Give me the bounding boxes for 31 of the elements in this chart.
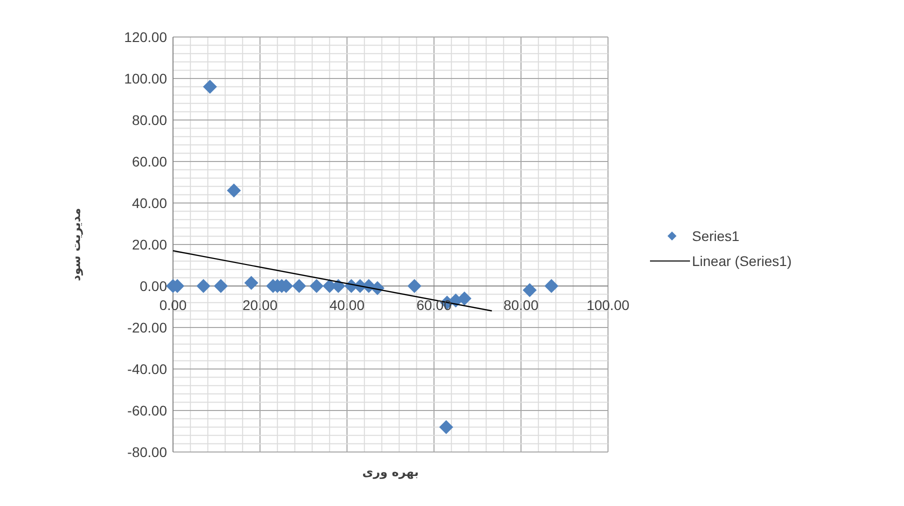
y-tick-label: 0.00 — [140, 278, 168, 294]
y-tick-label: 100.00 — [124, 70, 168, 86]
point — [292, 279, 306, 293]
y-tick-label: 120.00 — [124, 29, 168, 45]
y-tick-label: -60.00 — [127, 402, 168, 418]
x-axis-title: بهره وری — [362, 465, 419, 479]
x-tick-label: 80.00 — [503, 297, 539, 313]
x-tick-label: 20.00 — [242, 297, 278, 313]
point — [202, 80, 217, 94]
y-axis-title: مدیریت سود — [69, 208, 83, 282]
legend-label: Series1 — [692, 228, 740, 244]
x-tick-label: 40.00 — [329, 297, 365, 313]
y-tick-label: -40.00 — [127, 361, 168, 377]
y-tick-label: 80.00 — [132, 112, 168, 128]
point — [544, 279, 558, 293]
point — [244, 276, 258, 290]
point — [310, 279, 324, 293]
point — [522, 283, 537, 298]
y-tick-label: -80.00 — [127, 444, 168, 460]
point — [457, 291, 472, 306]
y-tick-label: 40.00 — [132, 195, 168, 211]
y-tick-label: 60.00 — [132, 154, 168, 170]
y-tick-label: 20.00 — [132, 236, 168, 252]
point — [439, 420, 454, 434]
legend-label: Linear (Series1) — [692, 253, 792, 269]
point — [196, 279, 210, 293]
point — [407, 279, 422, 293]
point — [226, 184, 241, 198]
point — [214, 279, 228, 293]
x-tick-label: 100.00 — [586, 297, 630, 313]
y-tick-label: -20.00 — [127, 320, 168, 336]
